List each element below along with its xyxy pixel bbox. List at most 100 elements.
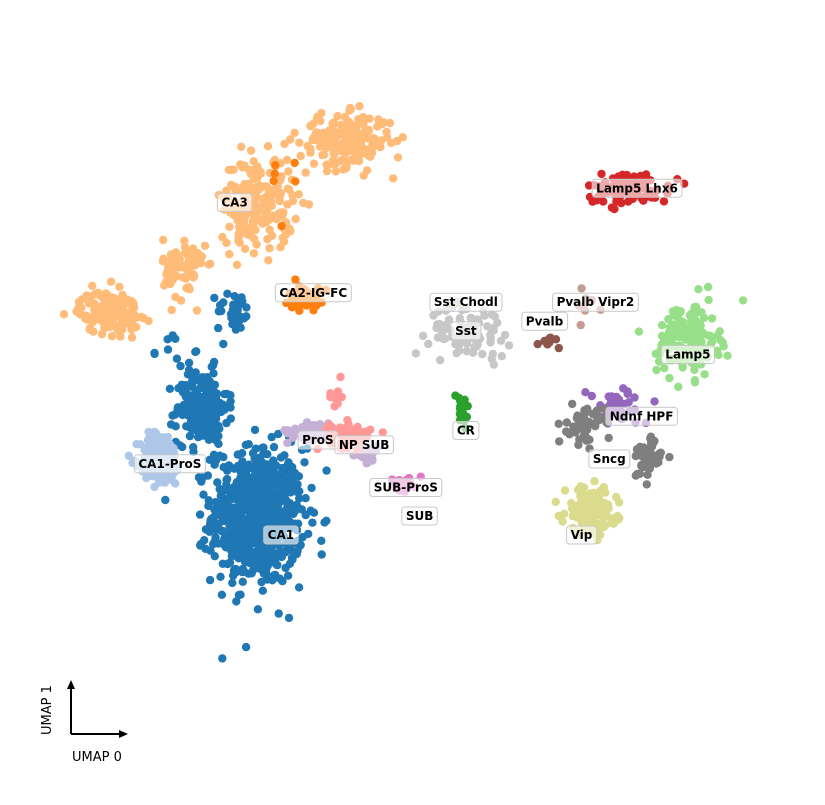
data-point — [590, 477, 599, 486]
data-point — [90, 299, 99, 308]
cluster-label-box — [591, 178, 683, 198]
cluster-label-text: Sncg — [593, 452, 626, 466]
data-point — [239, 227, 248, 236]
data-point — [247, 536, 256, 545]
data-point — [253, 169, 263, 178]
data-point — [283, 426, 292, 435]
data-point — [238, 457, 247, 466]
data-point — [268, 185, 278, 194]
data-point — [318, 150, 327, 160]
data-point — [206, 259, 215, 268]
data-point — [145, 437, 154, 446]
data-point — [291, 177, 300, 186]
data-point — [188, 426, 197, 435]
cluster-label-box — [401, 506, 438, 526]
data-point — [329, 149, 338, 158]
data-point — [228, 578, 237, 588]
x-axis-label: UMAP 0 — [72, 750, 122, 765]
data-point — [592, 406, 601, 415]
cluster-label: CA1 — [263, 525, 299, 545]
data-point — [347, 143, 357, 153]
data-point — [274, 209, 283, 218]
cluster-lamp5 — [634, 282, 748, 391]
data-point — [231, 564, 240, 574]
data-point — [290, 426, 300, 435]
data-point — [158, 257, 168, 266]
data-point — [690, 302, 699, 312]
data-point — [713, 331, 722, 340]
data-point — [89, 327, 98, 336]
data-point — [327, 159, 336, 169]
data-point — [351, 121, 360, 131]
data-point — [237, 541, 247, 550]
data-point — [308, 518, 317, 527]
data-point — [116, 332, 125, 341]
data-point — [163, 432, 173, 442]
cluster-label-box — [334, 435, 394, 455]
data-point — [259, 504, 268, 513]
data-point — [278, 577, 287, 586]
data-point — [167, 305, 176, 315]
data-point — [265, 225, 274, 234]
cluster-label-box — [263, 525, 299, 545]
data-point — [224, 165, 234, 175]
data-point — [114, 322, 123, 331]
data-point — [209, 369, 218, 378]
data-point — [604, 433, 613, 443]
cluster-label: Vip — [566, 525, 598, 545]
data-point — [651, 349, 660, 358]
data-point — [573, 485, 583, 495]
data-point — [435, 355, 445, 365]
data-point — [180, 272, 190, 281]
data-point — [241, 469, 251, 479]
data-point — [261, 493, 270, 502]
data-point — [723, 351, 732, 360]
cluster-label-box — [369, 478, 443, 497]
data-point — [222, 238, 231, 247]
data-point — [612, 492, 621, 502]
data-point — [183, 370, 193, 379]
data-point — [634, 327, 644, 336]
cluster-label: CR — [452, 421, 480, 440]
data-point — [227, 534, 236, 543]
data-point — [582, 436, 591, 445]
data-point — [226, 414, 235, 423]
data-point — [273, 560, 282, 570]
data-point — [232, 303, 241, 312]
data-point — [293, 546, 302, 556]
data-point — [576, 320, 585, 330]
data-point — [665, 452, 674, 462]
data-point — [142, 445, 151, 455]
data-point — [584, 417, 594, 427]
cluster-label-text: NP SUB — [339, 438, 390, 452]
data-point — [221, 543, 231, 552]
data-point — [462, 339, 472, 348]
data-point — [560, 509, 569, 518]
data-point — [99, 302, 108, 311]
data-point — [225, 222, 234, 231]
data-point — [642, 480, 651, 489]
data-point — [199, 490, 208, 499]
data-point — [257, 577, 266, 587]
data-point — [238, 297, 247, 306]
data-point — [665, 323, 674, 332]
data-point — [648, 439, 658, 448]
data-point — [236, 465, 245, 474]
data-point — [588, 197, 597, 206]
data-point — [218, 654, 227, 663]
cluster-label-box — [605, 406, 678, 426]
cluster-label-text: Pvalb Vipr2 — [557, 295, 635, 309]
data-point — [333, 111, 342, 121]
data-point — [643, 449, 652, 458]
data-point — [299, 198, 308, 208]
data-point — [262, 548, 272, 557]
data-point — [237, 528, 246, 537]
data-point — [219, 339, 228, 349]
cluster-label-box — [566, 525, 598, 545]
data-point — [279, 475, 288, 484]
data-point — [243, 516, 252, 526]
data-point — [166, 441, 175, 451]
data-point — [374, 115, 383, 124]
cluster-ca1 — [150, 289, 331, 663]
data-point — [261, 513, 270, 522]
